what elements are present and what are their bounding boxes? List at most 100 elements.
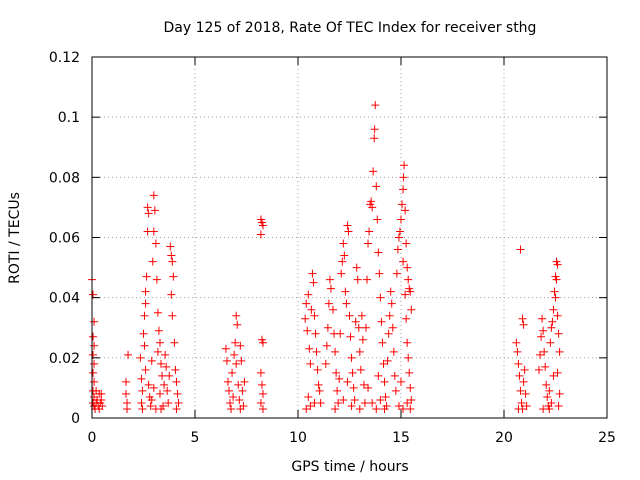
x-tick-label: 20: [495, 430, 513, 446]
data-point: [403, 398, 412, 407]
data-point: [310, 311, 319, 320]
data-point: [388, 323, 397, 332]
x-tick-label: 0: [88, 430, 97, 446]
data-point: [380, 404, 389, 413]
data-point: [340, 251, 349, 260]
data-point: [337, 269, 346, 278]
data-point: [555, 389, 564, 398]
data-point: [306, 401, 315, 410]
data-point: [138, 386, 147, 395]
data-point: [143, 203, 152, 212]
data-point: [516, 245, 525, 254]
data-point: [401, 290, 410, 299]
data-point: [552, 275, 561, 284]
data-point: [314, 380, 323, 389]
x-tick-label: 10: [289, 430, 307, 446]
data-point: [232, 359, 241, 368]
data-point: [537, 332, 546, 341]
data-point: [256, 230, 265, 239]
plot-frame: [91, 56, 608, 419]
y-tick-label: 0.02: [49, 351, 80, 367]
data-point: [550, 287, 559, 296]
y-tick-label: 0: [71, 411, 80, 427]
data-point: [232, 311, 241, 320]
data-point: [302, 404, 311, 413]
data-point: [349, 383, 358, 392]
data-point: [144, 209, 153, 218]
data-point: [233, 320, 242, 329]
x-tick-label: 25: [598, 430, 616, 446]
data-point: [372, 404, 381, 413]
data-point: [403, 338, 412, 347]
data-point: [516, 386, 525, 395]
data-point: [221, 344, 230, 353]
data-point: [95, 404, 104, 413]
data-point: [167, 290, 176, 299]
data-point: [149, 227, 158, 236]
data-point: [372, 182, 381, 191]
data-point: [92, 398, 101, 407]
data-point: [387, 299, 396, 308]
y-tick-label: 0.06: [49, 231, 80, 247]
data-point: [399, 404, 408, 413]
data-point: [256, 398, 265, 407]
data-point: [256, 368, 265, 377]
data-point: [383, 356, 392, 365]
data-point: [376, 395, 385, 404]
data-point: [222, 356, 231, 365]
data-point: [121, 377, 130, 386]
data-point: [240, 377, 249, 386]
data-point: [160, 380, 169, 389]
data-point: [142, 272, 151, 281]
data-point: [539, 326, 548, 335]
data-point: [97, 389, 106, 398]
data-point: [331, 404, 340, 413]
data-point: [228, 368, 237, 377]
data-point: [325, 275, 334, 284]
data-point: [313, 365, 322, 374]
data-point: [368, 398, 377, 407]
data-point: [404, 275, 413, 284]
data-point: [311, 329, 320, 338]
data-point: [147, 356, 156, 365]
data-point: [226, 398, 235, 407]
data-point: [551, 293, 560, 302]
data-point: [323, 323, 332, 332]
data-point: [517, 398, 526, 407]
data-point: [522, 401, 531, 410]
data-point: [90, 359, 99, 368]
data-point: [316, 398, 325, 407]
data-point: [352, 263, 361, 272]
data-point: [541, 362, 550, 371]
data-point: [137, 374, 146, 383]
data-point: [406, 383, 415, 392]
data-point: [542, 380, 551, 389]
data-point: [553, 311, 562, 320]
data-point: [554, 329, 563, 338]
data-point: [306, 359, 315, 368]
data-point: [258, 404, 267, 413]
data-point: [545, 404, 554, 413]
data-point: [373, 215, 382, 224]
data-point: [519, 320, 528, 329]
data-point: [315, 386, 324, 395]
data-point: [514, 359, 523, 368]
data-point: [355, 404, 364, 413]
data-point: [223, 377, 232, 386]
data-point: [174, 398, 183, 407]
data-point: [356, 365, 365, 374]
data-point: [164, 398, 173, 407]
data-point: [347, 401, 356, 410]
data-point: [395, 227, 404, 236]
data-point: [155, 338, 164, 347]
data-point: [146, 401, 155, 410]
data-point: [353, 275, 362, 284]
x-tick-label: 15: [392, 430, 410, 446]
data-point: [332, 368, 341, 377]
data-point: [339, 239, 348, 248]
data-point: [374, 371, 383, 380]
x-axis-label: GPS time / hours: [291, 459, 408, 475]
data-point: [394, 233, 403, 242]
data-point: [513, 347, 522, 356]
